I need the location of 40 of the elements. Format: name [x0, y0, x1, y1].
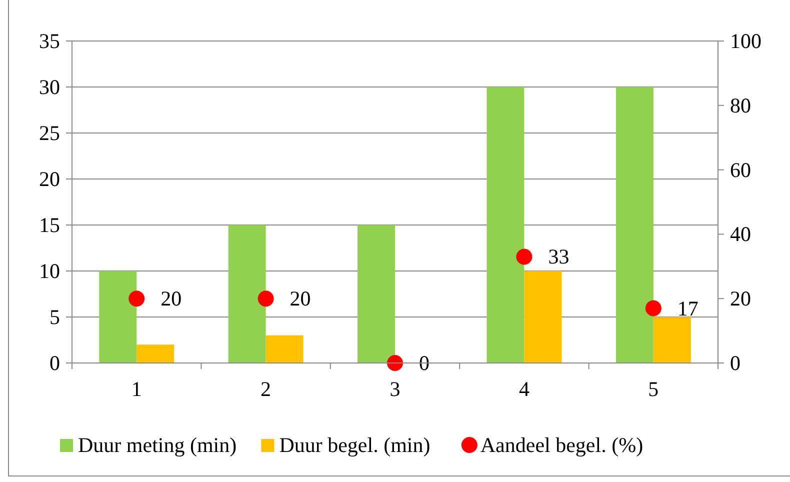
y-tick-label: 0 [50, 351, 60, 375]
point [516, 248, 532, 265]
x-tick-label: 3 [390, 377, 400, 401]
y2-tick-label: 80 [730, 93, 751, 118]
data-label: 17 [677, 296, 698, 320]
legend-label: Aandeel begel. (%) [480, 433, 644, 457]
bar [653, 317, 691, 363]
y-tick-label: 25 [39, 121, 60, 145]
y-tick-label: 30 [39, 75, 60, 99]
legend-label: Duur meting (min) [78, 433, 237, 457]
bar [99, 271, 137, 363]
bar [486, 87, 524, 363]
legend-label: Duur begel. (min) [279, 433, 430, 457]
point [387, 355, 403, 371]
y-tick-label: 20 [39, 167, 60, 191]
bar [358, 225, 395, 363]
y2-tick-label: 40 [730, 222, 751, 246]
bar [266, 335, 304, 363]
y-tick-label: 15 [39, 213, 60, 237]
bar [524, 271, 562, 363]
x-tick-label: 1 [131, 377, 142, 401]
data-label: 20 [160, 286, 182, 311]
y2-tick-label: 60 [730, 158, 751, 182]
point [128, 290, 145, 307]
y2-tick-label: 100 [730, 29, 762, 53]
x-tick-label: 5 [648, 377, 659, 401]
y2-tick-label: 20 [730, 286, 751, 311]
bar [616, 87, 654, 363]
bar [136, 344, 174, 363]
x-tick-label: 2 [260, 377, 272, 401]
x-tick-label: 4 [518, 377, 530, 401]
y-tick-label: 5 [50, 305, 60, 329]
data-label: 20 [290, 286, 311, 311]
y-tick-label: 10 [39, 259, 60, 283]
bar [228, 225, 266, 363]
point [645, 300, 662, 316]
y-tick-label: 35 [39, 29, 60, 53]
point [258, 290, 274, 307]
y2-tick-label: 0 [730, 351, 740, 375]
data-label: 33 [548, 244, 570, 269]
